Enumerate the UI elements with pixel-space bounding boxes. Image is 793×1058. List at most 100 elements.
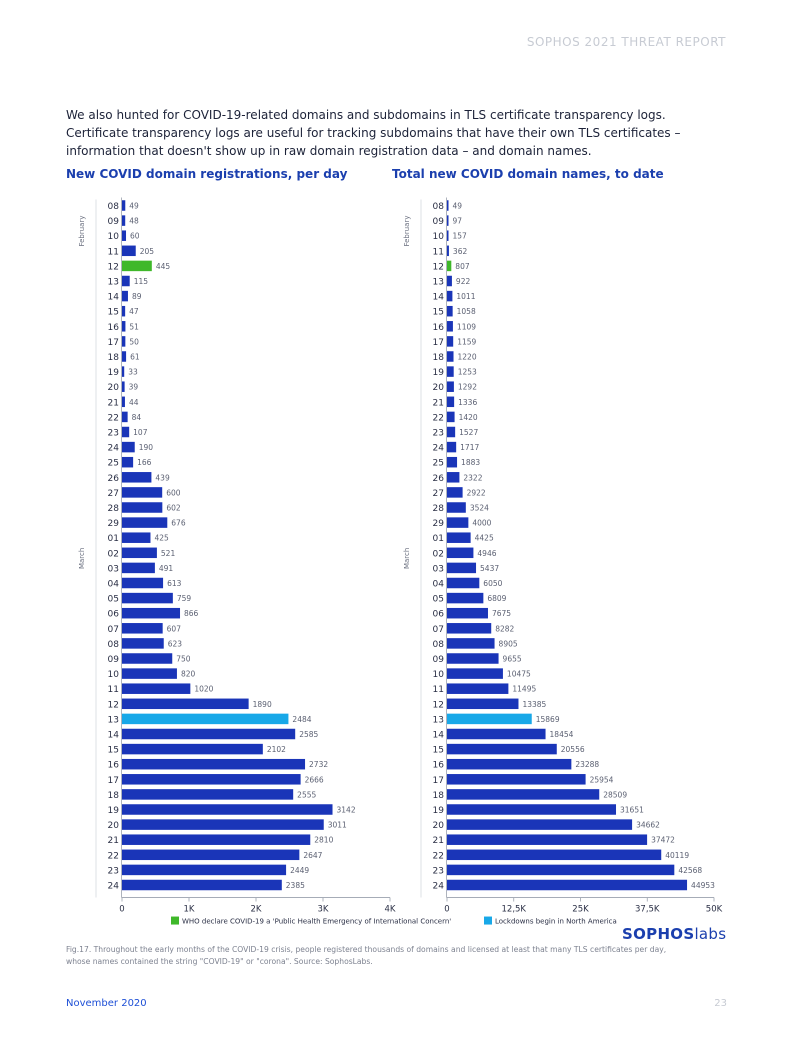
total-data-label: 1883 xyxy=(461,458,480,467)
reg-bar xyxy=(122,456,134,468)
reg-category-label: 22 xyxy=(108,413,119,423)
reg-bar xyxy=(122,728,296,740)
total-data-label: 157 xyxy=(453,232,468,241)
total-data-label: 6809 xyxy=(487,594,506,603)
total-bar xyxy=(447,502,466,513)
total-bar xyxy=(447,305,453,317)
total-x-tick-label: 50K xyxy=(706,905,723,915)
total-data-label: 28509 xyxy=(603,790,627,799)
total-category-label: 15 xyxy=(433,746,444,756)
reg-bar xyxy=(122,532,151,543)
total-category-label: 19 xyxy=(433,806,445,816)
intro-line: information that doesn't show up in raw … xyxy=(66,144,592,158)
total-category-label: 23 xyxy=(433,429,444,439)
total-category-label: 03 xyxy=(433,564,444,574)
reg-data-label: 107 xyxy=(133,428,148,437)
reg-category-label: 05 xyxy=(108,595,119,605)
total-bar xyxy=(447,728,546,740)
reg-data-label: 60 xyxy=(130,232,140,241)
total-data-label: 25954 xyxy=(590,775,614,784)
total-bar xyxy=(447,879,688,891)
reg-bar xyxy=(122,396,125,408)
reg-data-label: 48 xyxy=(129,217,139,226)
total-bar xyxy=(447,623,492,634)
reg-bar xyxy=(122,366,125,377)
reg-category-label: 10 xyxy=(108,232,120,242)
total-bar xyxy=(447,653,499,664)
reg-data-label: 425 xyxy=(154,534,169,543)
total-data-label: 6050 xyxy=(483,579,502,588)
total-bar xyxy=(447,849,662,861)
reg-category-label: 24 xyxy=(108,444,120,454)
legend-swatch-lockdown xyxy=(484,916,492,925)
reg-category-label: 12 xyxy=(108,700,119,710)
reg-category-label: 21 xyxy=(108,398,119,408)
reg-category-label: 21 xyxy=(108,836,119,846)
total-category-label: 10 xyxy=(433,670,445,680)
reg-category-label: 24 xyxy=(108,882,120,892)
total-bar xyxy=(447,774,586,785)
total-x-tick-label: 0 xyxy=(444,905,449,915)
reg-category-label: 13 xyxy=(108,278,119,288)
total-data-label: 1717 xyxy=(460,443,479,452)
chart-title-total: Total new COVID domain names, to date xyxy=(392,167,664,181)
total-bar xyxy=(447,758,572,770)
reg-x-tick-label: 1K xyxy=(184,905,195,915)
reg-category-label: 27 xyxy=(108,489,119,499)
reg-category-label: 08 xyxy=(108,640,120,650)
reg-category-label: 14 xyxy=(108,731,120,741)
reg-data-label: 439 xyxy=(155,473,170,482)
reg-category-label: 10 xyxy=(108,670,120,680)
total-data-label: 23288 xyxy=(575,760,599,769)
total-bar xyxy=(447,577,480,589)
total-bar xyxy=(447,366,454,377)
reg-data-label: 613 xyxy=(167,579,182,588)
total-data-label: 97 xyxy=(453,217,463,226)
total-x-tick-label: 12,5K xyxy=(502,905,527,915)
total-bar xyxy=(447,426,456,438)
total-bar xyxy=(447,351,454,362)
total-data-label: 20556 xyxy=(561,745,585,754)
reg-x-tick-label: 4K xyxy=(385,905,396,915)
total-data-label: 1336 xyxy=(458,398,477,407)
total-category-label: 19 xyxy=(433,368,445,378)
reg-bar xyxy=(122,758,306,770)
reg-data-label: 84 xyxy=(132,413,142,422)
reg-bar xyxy=(122,275,130,287)
reg-data-label: 44 xyxy=(129,398,139,407)
total-data-label: 362 xyxy=(453,247,468,256)
total-bar xyxy=(447,381,454,392)
total-x-tick-label: 37,5K xyxy=(635,905,660,915)
total-category-label: 26 xyxy=(433,474,445,484)
reg-data-label: 2555 xyxy=(297,790,316,799)
reg-data-label: 491 xyxy=(159,564,174,573)
total-data-label: 1109 xyxy=(457,322,476,331)
reg-data-label: 51 xyxy=(129,322,139,331)
reg-data-label: 602 xyxy=(166,504,181,513)
total-data-label: 10475 xyxy=(507,670,531,679)
total-data-label: 44953 xyxy=(691,881,715,890)
total-data-label: 4946 xyxy=(477,549,496,558)
total-data-label: 1159 xyxy=(457,337,476,346)
total-bar xyxy=(447,743,557,755)
total-bar xyxy=(447,713,532,725)
reg-bar xyxy=(122,245,136,257)
total-category-label: 15 xyxy=(433,308,444,318)
reg-data-label: 759 xyxy=(177,594,192,603)
total-bar xyxy=(447,441,457,453)
total-bar xyxy=(447,472,460,483)
reg-data-label: 2449 xyxy=(290,866,309,875)
reg-category-label: 18 xyxy=(108,353,120,363)
total-bar xyxy=(447,396,455,408)
total-data-label: 37472 xyxy=(651,836,675,845)
reg-month-label: February xyxy=(78,216,86,247)
reg-data-label: 2102 xyxy=(267,745,286,754)
reg-category-label: 16 xyxy=(108,761,120,771)
reg-category-label: 18 xyxy=(108,791,120,801)
reg-data-label: 2666 xyxy=(305,775,324,784)
reg-bar xyxy=(122,441,135,453)
reg-category-label: 12 xyxy=(108,262,119,272)
reg-data-label: 521 xyxy=(161,549,176,558)
reg-category-label: 14 xyxy=(108,293,120,303)
